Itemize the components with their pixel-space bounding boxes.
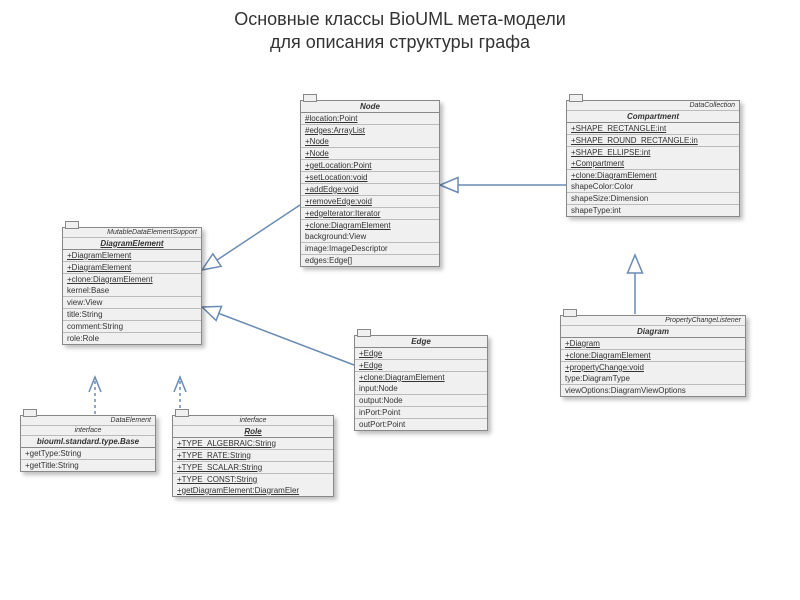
stereotype: DataCollection <box>567 101 739 111</box>
class-member: +edgeIterator:Iterator <box>301 208 439 220</box>
package-tab-icon <box>175 409 189 417</box>
diagram-canvas: MutableDataElementSupport DiagramElement… <box>0 55 800 595</box>
class-member: +SHAPE_ELLIPSE:int <box>567 147 739 158</box>
class-member: +Diagram <box>561 338 745 350</box>
class-member: +getDiagramElement:DiagramEler <box>173 485 333 496</box>
class-member: +DiagramElement <box>63 262 201 274</box>
package-tab-icon <box>65 221 79 229</box>
class-member: +Edge <box>355 360 487 372</box>
class-member: +Node <box>301 136 439 148</box>
class-member: output:Node <box>355 395 487 407</box>
class-member: +TYPE_CONST:String <box>173 474 333 485</box>
stereotype-outer: DataElement <box>21 416 155 426</box>
class-member: +TYPE_SCALAR:String <box>173 462 333 474</box>
package-tab-icon <box>357 329 371 337</box>
class-member: +getLocation:Point <box>301 160 439 172</box>
class-member: +setLocation:void <box>301 172 439 184</box>
class-name: biouml.standard.type.Base <box>21 436 155 448</box>
class-member: background:View <box>301 231 439 243</box>
class-edge: Edge +Edge+Edge+clone:DiagramElement inp… <box>354 335 488 431</box>
class-member: +propertyChange:void <box>561 362 745 373</box>
class-member: type:DiagramType <box>561 373 745 385</box>
class-member: +clone:DiagramElement <box>63 274 201 285</box>
class-diagram: PropertyChangeListener Diagram +Diagram+… <box>560 315 746 397</box>
class-diagram-element: MutableDataElementSupport DiagramElement… <box>62 227 202 345</box>
package-tab-icon <box>563 309 577 317</box>
package-tab-icon <box>569 94 583 102</box>
stereotype-interface: interface <box>173 416 333 426</box>
class-member: +TYPE_ALGEBRAIC:String <box>173 438 333 450</box>
class-member: #location:Point <box>301 113 439 125</box>
class-member: +Edge <box>355 348 487 360</box>
class-member: role:Role <box>63 333 201 344</box>
class-member: input:Node <box>355 383 487 395</box>
class-role: interface Role +TYPE_ALGEBRAIC:String+TY… <box>172 415 334 497</box>
package-tab-icon <box>23 409 37 417</box>
class-name: Role <box>173 426 333 438</box>
class-member: +clone:DiagramElement <box>301 220 439 231</box>
class-member: view:View <box>63 297 201 309</box>
stereotype-interface: interface <box>21 426 155 436</box>
stereotype: PropertyChangeListener <box>561 316 745 326</box>
class-member: inPort:Point <box>355 407 487 419</box>
class-member: +TYPE_RATE:String <box>173 450 333 462</box>
class-member: image:ImageDescriptor <box>301 243 439 255</box>
class-member: shapeSize:Dimension <box>567 193 739 205</box>
class-member: +DiagramElement <box>63 250 201 262</box>
class-member: +addEdge:void <box>301 184 439 196</box>
class-name: Diagram <box>561 326 745 338</box>
class-member: comment:String <box>63 321 201 333</box>
package-tab-icon <box>303 94 317 102</box>
class-member: outPort:Point <box>355 419 487 430</box>
class-name: DiagramElement <box>63 238 201 250</box>
class-member: +getTitle:String <box>21 460 155 471</box>
class-member: +Compartment <box>567 158 739 170</box>
class-base: DataElement interface biouml.standard.ty… <box>20 415 156 472</box>
class-member: #edges:ArrayList <box>301 125 439 136</box>
class-member: +removeEdge:void <box>301 196 439 208</box>
class-member: shapeColor:Color <box>567 181 739 193</box>
class-name: Compartment <box>567 111 739 123</box>
class-member: title:String <box>63 309 201 321</box>
class-member: +Node <box>301 148 439 160</box>
class-member: edges:Edge[] <box>301 255 439 266</box>
class-name: Edge <box>355 336 487 348</box>
class-node: Node #location:Point#edges:ArrayList +No… <box>300 100 440 267</box>
page-title-line2: для описания структуры графа <box>0 31 800 54</box>
class-member: +SHAPE_RECTANGLE:int <box>567 123 739 135</box>
class-member: shapeType:int <box>567 205 739 216</box>
class-member: +clone:DiagramElement <box>561 350 745 362</box>
class-member: +SHAPE_ROUND_RECTANGLE:in <box>567 135 739 147</box>
class-member: +clone:DiagramElement <box>567 170 739 181</box>
class-member: viewOptions:DiagramViewOptions <box>561 385 745 396</box>
page-title-line1: Основные классы BioUML мета-модели <box>0 8 800 31</box>
class-member: kernel:Base <box>63 285 201 297</box>
stereotype: MutableDataElementSupport <box>63 228 201 238</box>
class-member: +clone:DiagramElement <box>355 372 487 383</box>
class-compartment: DataCollection Compartment +SHAPE_RECTAN… <box>566 100 740 217</box>
class-member: +getType:String <box>21 448 155 460</box>
class-name: Node <box>301 101 439 113</box>
